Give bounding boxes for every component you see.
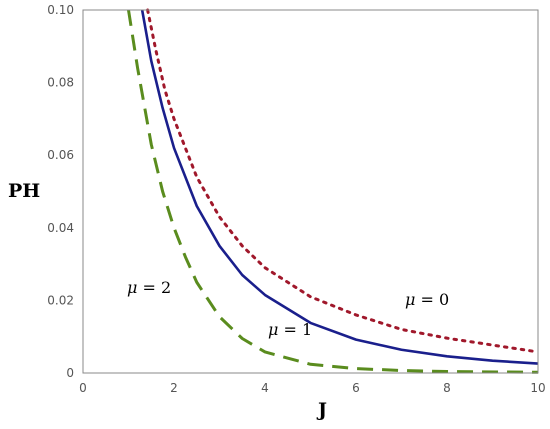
plot-frame	[82, 9, 539, 374]
x-tick-label: 10	[530, 381, 545, 395]
y-axis-ticks: 0 0.02 0.04 0.06 0.08 0.10	[47, 3, 74, 380]
y-tick-label: 0.06	[47, 148, 74, 162]
y-tick-label: 0	[66, 366, 74, 380]
y-tick-label: 0.08	[47, 76, 74, 90]
series-label-mu-2-symbol: μ	[127, 278, 137, 297]
x-tick-label: 0	[79, 381, 87, 395]
x-axis-label: J	[316, 399, 327, 421]
y-axis-label: PH	[8, 180, 40, 202]
y-tick-label: 0.02	[47, 293, 74, 307]
series-label-mu-1: μ = 1	[268, 320, 312, 339]
series-label-mu-1-value: = 1	[278, 320, 312, 339]
series-lines	[127, 8, 540, 374]
y-tick-label: 0.04	[47, 221, 74, 235]
x-tick-label: 2	[170, 381, 178, 395]
x-axis-ticks: 0 2 4 6 8 10	[79, 381, 545, 395]
series-line-mu-1	[140, 9, 539, 365]
series-line-mu-0	[146, 8, 540, 354]
y-tick-label: 0.10	[47, 3, 74, 17]
series-label-mu-2: μ = 2	[127, 278, 171, 297]
series-line-mu-2	[127, 9, 539, 374]
series-label-mu-2-value: = 2	[137, 278, 171, 297]
x-tick-label: 8	[443, 381, 451, 395]
series-label-mu-0-value: = 0	[415, 290, 449, 309]
series-label-mu-0: μ = 0	[405, 290, 449, 309]
series-label-mu-1-symbol: μ	[268, 320, 278, 339]
series-label-mu-0-symbol: μ	[405, 290, 415, 309]
x-tick-label: 6	[352, 381, 360, 395]
x-tick-label: 4	[261, 381, 269, 395]
